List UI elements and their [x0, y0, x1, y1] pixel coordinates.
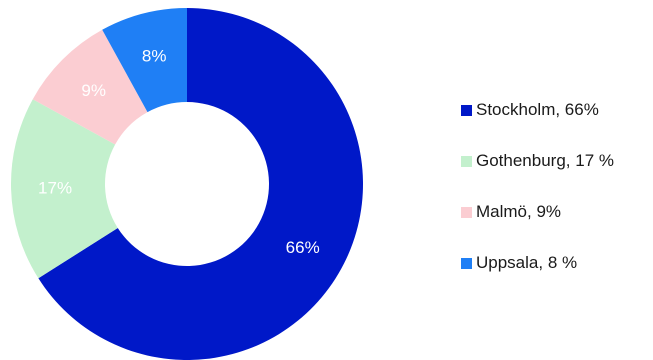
legend-item: Malmö, 9%	[461, 198, 614, 226]
legend-label: Gothenburg, 17 %	[476, 151, 614, 170]
legend-item: Gothenburg, 17 %	[461, 147, 614, 175]
slice-malm-	[32, 29, 148, 145]
legend-swatch	[461, 206, 472, 218]
slice-label-uppsala: 8%	[142, 47, 167, 66]
legend-label: Stockholm, 66%	[476, 100, 599, 119]
legend-swatch	[461, 155, 472, 167]
chart-legend: Stockholm, 66% Gothenburg, 17 % Malmö, 9% U…	[461, 96, 614, 300]
slice-stockholm	[38, 8, 363, 360]
legend-item: Stockholm, 66%	[461, 96, 614, 124]
legend-swatch	[461, 104, 472, 116]
slice-label-malm-: 9%	[81, 81, 106, 100]
donut-slices	[10, 7, 363, 360]
donut-slice-labels: 66% 17% 9% 8%	[38, 47, 320, 257]
slice-uppsala	[102, 7, 187, 113]
slice-label-gothenburg: 17%	[38, 179, 72, 198]
legend-swatch	[461, 257, 472, 269]
legend-label: Malmö, 9%	[476, 202, 562, 221]
slice-label-stockholm: 66%	[286, 238, 320, 257]
slice-gothenburg	[10, 99, 118, 279]
donut-chart: 66% 17% 9% 8%	[10, 7, 363, 360]
legend-item: Uppsala, 8 %	[461, 249, 614, 277]
legend-label: Uppsala, 8 %	[476, 253, 578, 272]
